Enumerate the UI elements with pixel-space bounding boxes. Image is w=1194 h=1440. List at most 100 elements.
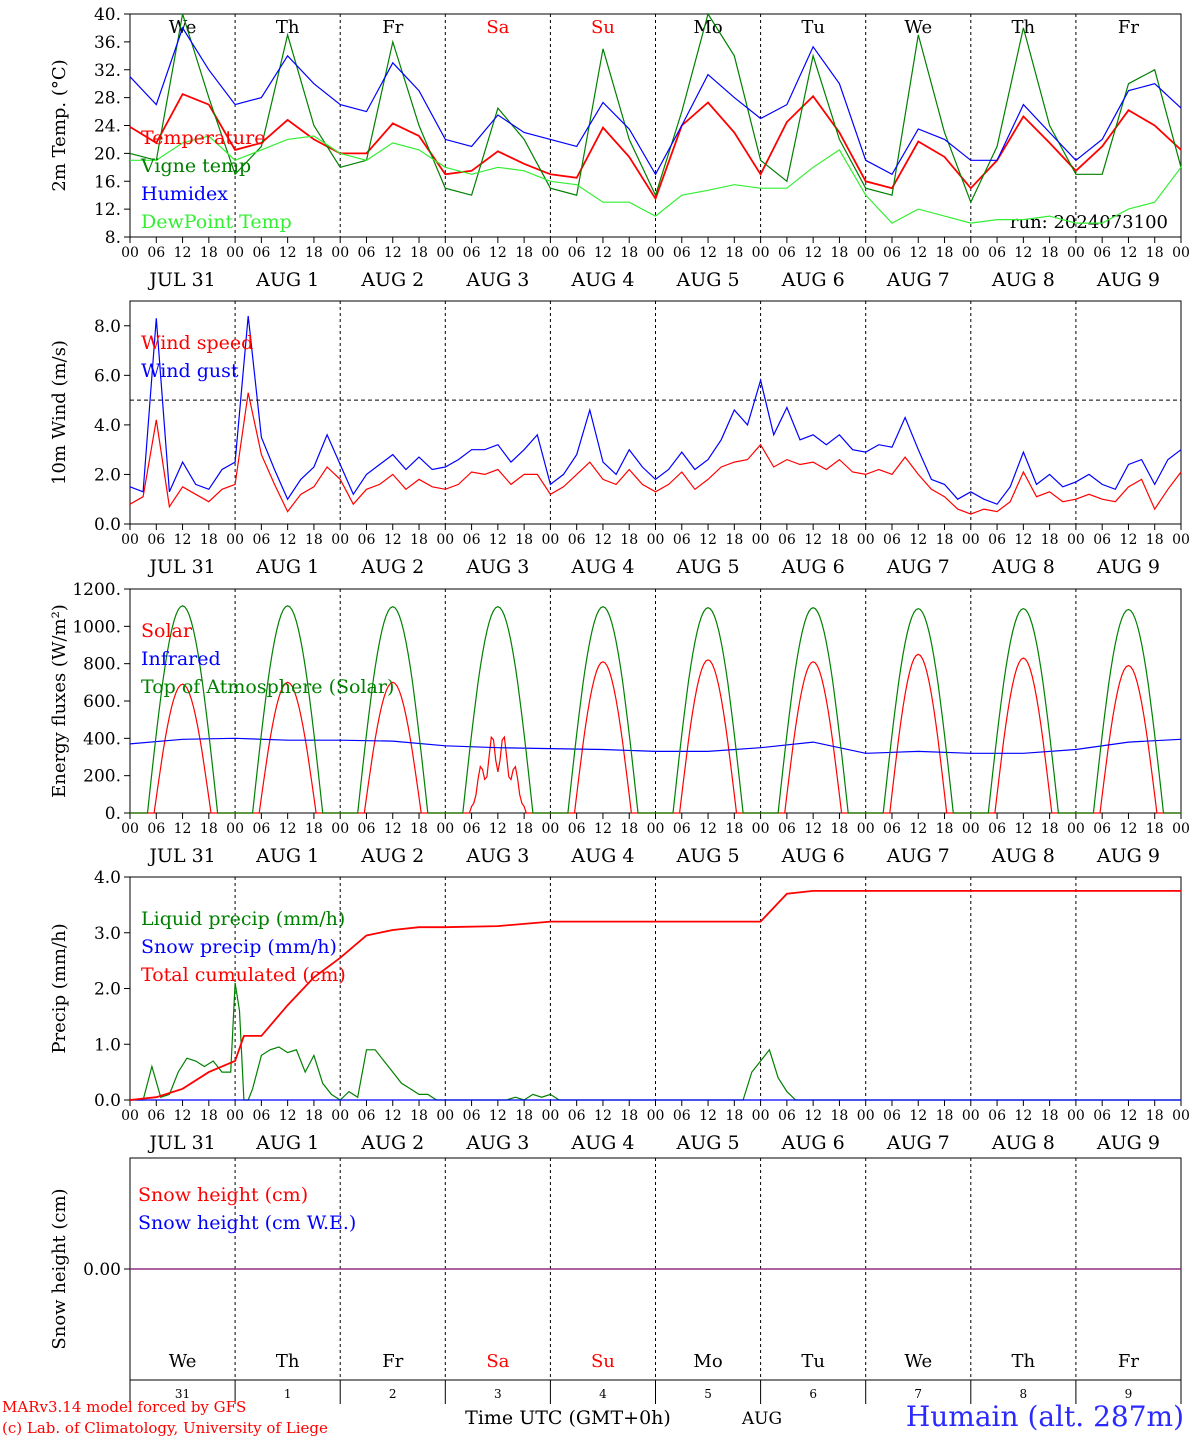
weekday-label: We — [904, 1351, 932, 1372]
hour-label: 00 — [647, 532, 665, 548]
hour-label: 00 — [962, 821, 980, 837]
panel-snow: 0.00 Snow height (cm) We 31 Th 1 Fr 2 Sa 3 Su 4 Mo 5 T… — [49, 1157, 1182, 1429]
legend-entry: Wind gust — [141, 360, 239, 382]
date-label: JUL 31 — [147, 556, 215, 578]
hour-label: 00 — [331, 532, 349, 548]
y-tick-label: 28. — [94, 89, 121, 109]
hour-label: 18 — [725, 821, 743, 837]
hour-label: 12 — [909, 821, 927, 837]
date-label: AUG 7 — [886, 845, 950, 867]
hour-label: 06 — [988, 245, 1006, 261]
hour-label: 06 — [358, 821, 376, 837]
hour-label: 12 — [489, 821, 507, 837]
hour-label: 18 — [1146, 821, 1164, 837]
hour-label: 00 — [541, 1108, 559, 1124]
date-label: AUG 5 — [676, 845, 740, 867]
hour-label: 18 — [620, 821, 638, 837]
hour-label: 00 — [1067, 245, 1085, 261]
weekday-label: Fr — [1118, 17, 1139, 38]
hour-label: 12 — [279, 1108, 297, 1124]
date-label: JUL 31 — [147, 1132, 215, 1154]
hour-label: 06 — [358, 245, 376, 261]
weekday-label: Fr — [1118, 1351, 1139, 1372]
date-label: AUG 9 — [1096, 1132, 1160, 1154]
date-label: AUG 9 — [1096, 845, 1160, 867]
hour-label: 06 — [568, 1108, 586, 1124]
hour-label: 06 — [252, 532, 270, 548]
hour-label: 06 — [252, 1108, 270, 1124]
date-label: AUG 5 — [676, 1132, 740, 1154]
hour-label: 12 — [699, 245, 717, 261]
hour-label: 12 — [1014, 821, 1032, 837]
legend-entry: Total cumulated (cm) — [141, 964, 346, 986]
legend-entry: Humidex — [141, 183, 228, 205]
hour-label: 18 — [936, 821, 954, 837]
hour-label: 12 — [384, 821, 402, 837]
hour-label: 00 — [226, 821, 244, 837]
hour-label: 18 — [410, 821, 428, 837]
hour-label: 06 — [673, 821, 691, 837]
legend-entry: Snow height (cm) — [138, 1184, 308, 1206]
hour-label: 00 — [541, 821, 559, 837]
hour-label: 12 — [279, 245, 297, 261]
y-tick-label: 2.0 — [94, 980, 121, 1000]
hour-label: 18 — [410, 245, 428, 261]
hour-label: 06 — [252, 245, 270, 261]
date-label: AUG 4 — [570, 1132, 634, 1154]
y-axis-title: 2m Temp. (°C) — [49, 59, 70, 191]
hour-label: 06 — [1093, 532, 1111, 548]
panel-precip: 0.0 1.0 2.0 3.0 4.0 Precip (mm/h) 00 06 12 18 00 06… — [49, 868, 1190, 1154]
legend-entry: Wind speed — [141, 332, 253, 354]
hour-label: 18 — [725, 1108, 743, 1124]
day-number: 7 — [914, 1387, 922, 1401]
hour-label: 00 — [436, 245, 454, 261]
y-tick-label: 0.0 — [94, 515, 121, 535]
hour-label: 06 — [252, 821, 270, 837]
date-label: AUG 5 — [676, 556, 740, 578]
hour-label: 06 — [778, 532, 796, 548]
hour-label: 12 — [804, 532, 822, 548]
hour-label: 00 — [857, 245, 875, 261]
hour-label: 18 — [1146, 1108, 1164, 1124]
y-tick-label: 20. — [94, 144, 121, 164]
hour-label: 00 — [226, 245, 244, 261]
y-tick-label: 4.0 — [94, 868, 121, 888]
weekday-label: Tu — [801, 17, 825, 38]
weekday-label: Th — [1012, 1351, 1036, 1372]
series-dewpoint-temp — [130, 135, 1182, 224]
hour-label: 06 — [673, 245, 691, 261]
hour-label: 00 — [436, 821, 454, 837]
weekday-label: Th — [1012, 17, 1036, 38]
hour-label: 06 — [147, 1108, 165, 1124]
hour-label: 18 — [725, 245, 743, 261]
hour-label: 18 — [305, 821, 323, 837]
hour-label: 00 — [226, 1108, 244, 1124]
series-top-of-atmosphere-solar- — [130, 605, 1181, 814]
hour-label: 18 — [831, 821, 849, 837]
hour-label: 00 — [541, 245, 559, 261]
hour-label: 00 — [647, 1108, 665, 1124]
date-label: AUG 3 — [465, 845, 529, 867]
date-label: AUG 7 — [886, 1132, 950, 1154]
date-label: AUG 4 — [570, 556, 634, 578]
hour-label: 00 — [436, 532, 454, 548]
hour-label: 12 — [909, 245, 927, 261]
y-tick-label: 1.0 — [94, 1035, 121, 1055]
hour-label: 00 — [1172, 532, 1190, 548]
y-tick-label: 0.00 — [83, 1260, 121, 1280]
hour-label: 06 — [568, 245, 586, 261]
y-tick-label: 1000. — [72, 617, 121, 637]
legend-entry: Snow precip (mm/h) — [141, 936, 337, 958]
hour-label: 00 — [331, 245, 349, 261]
hour-label: 00 — [121, 245, 139, 261]
date-label: AUG 8 — [991, 556, 1055, 578]
hour-label: 06 — [463, 1108, 481, 1124]
legend-entry: Infrared — [141, 648, 221, 670]
hour-label: 06 — [988, 821, 1006, 837]
hour-label: 06 — [568, 821, 586, 837]
hour-label: 06 — [463, 821, 481, 837]
weekday-label: Su — [591, 1351, 615, 1372]
hour-label: 00 — [1067, 821, 1085, 837]
date-label: AUG 8 — [991, 269, 1055, 291]
weekday-label: Fr — [382, 17, 403, 38]
